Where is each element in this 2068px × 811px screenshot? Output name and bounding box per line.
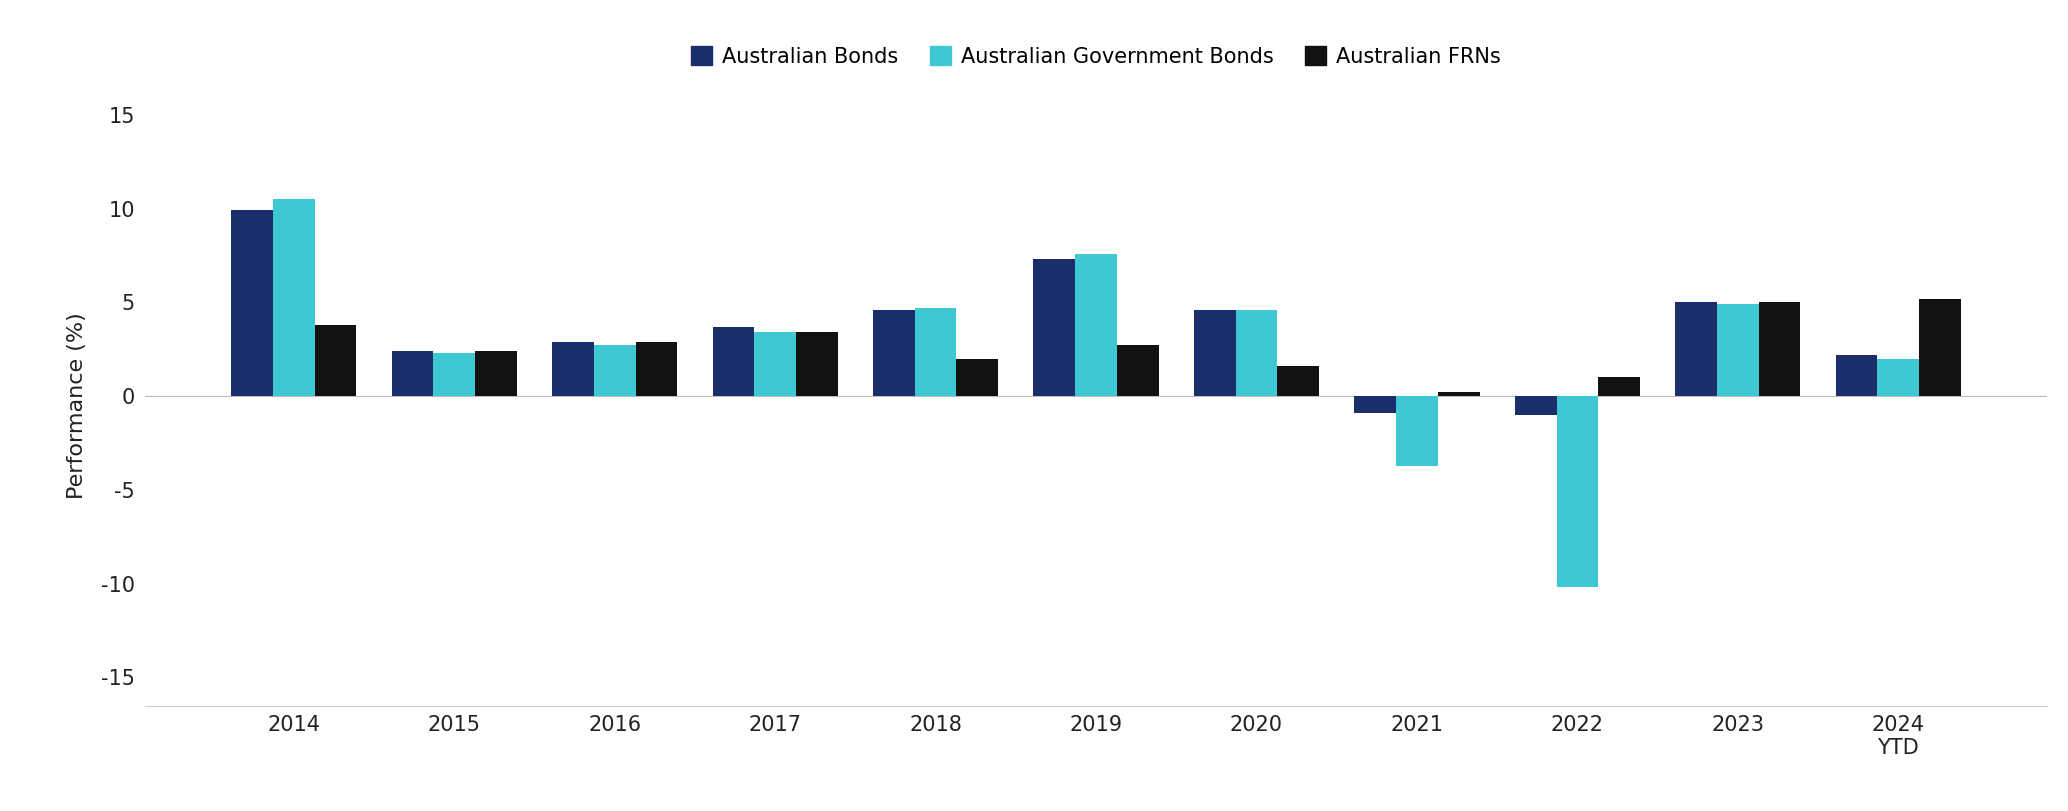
- Bar: [273, 200, 314, 396]
- Bar: [1117, 345, 1158, 396]
- Bar: [1396, 396, 1437, 466]
- Bar: [434, 353, 476, 396]
- Bar: [1235, 310, 1278, 396]
- Bar: [314, 325, 356, 396]
- Bar: [1758, 303, 1801, 396]
- Bar: [1278, 366, 1319, 396]
- Bar: [1836, 355, 1878, 396]
- Bar: [755, 333, 796, 396]
- Y-axis label: Performance (%): Performance (%): [66, 312, 87, 499]
- Bar: [1716, 304, 1758, 396]
- Bar: [391, 351, 434, 396]
- Bar: [1514, 396, 1557, 415]
- Bar: [713, 327, 755, 396]
- Bar: [232, 210, 273, 396]
- Bar: [1878, 358, 1919, 396]
- Bar: [914, 308, 957, 396]
- Bar: [873, 310, 914, 396]
- Bar: [957, 358, 999, 396]
- Bar: [635, 341, 678, 396]
- Bar: [1355, 396, 1396, 413]
- Bar: [1193, 310, 1235, 396]
- Bar: [476, 351, 517, 396]
- Bar: [1675, 303, 1716, 396]
- Bar: [1919, 298, 1960, 396]
- Bar: [1599, 377, 1640, 396]
- Bar: [594, 345, 635, 396]
- Bar: [1075, 254, 1117, 396]
- Bar: [1437, 393, 1479, 396]
- Bar: [1557, 396, 1599, 587]
- Legend: Australian Bonds, Australian Government Bonds, Australian FRNs: Australian Bonds, Australian Government …: [682, 38, 1510, 75]
- Bar: [1034, 260, 1075, 396]
- Bar: [796, 333, 838, 396]
- Bar: [552, 341, 594, 396]
